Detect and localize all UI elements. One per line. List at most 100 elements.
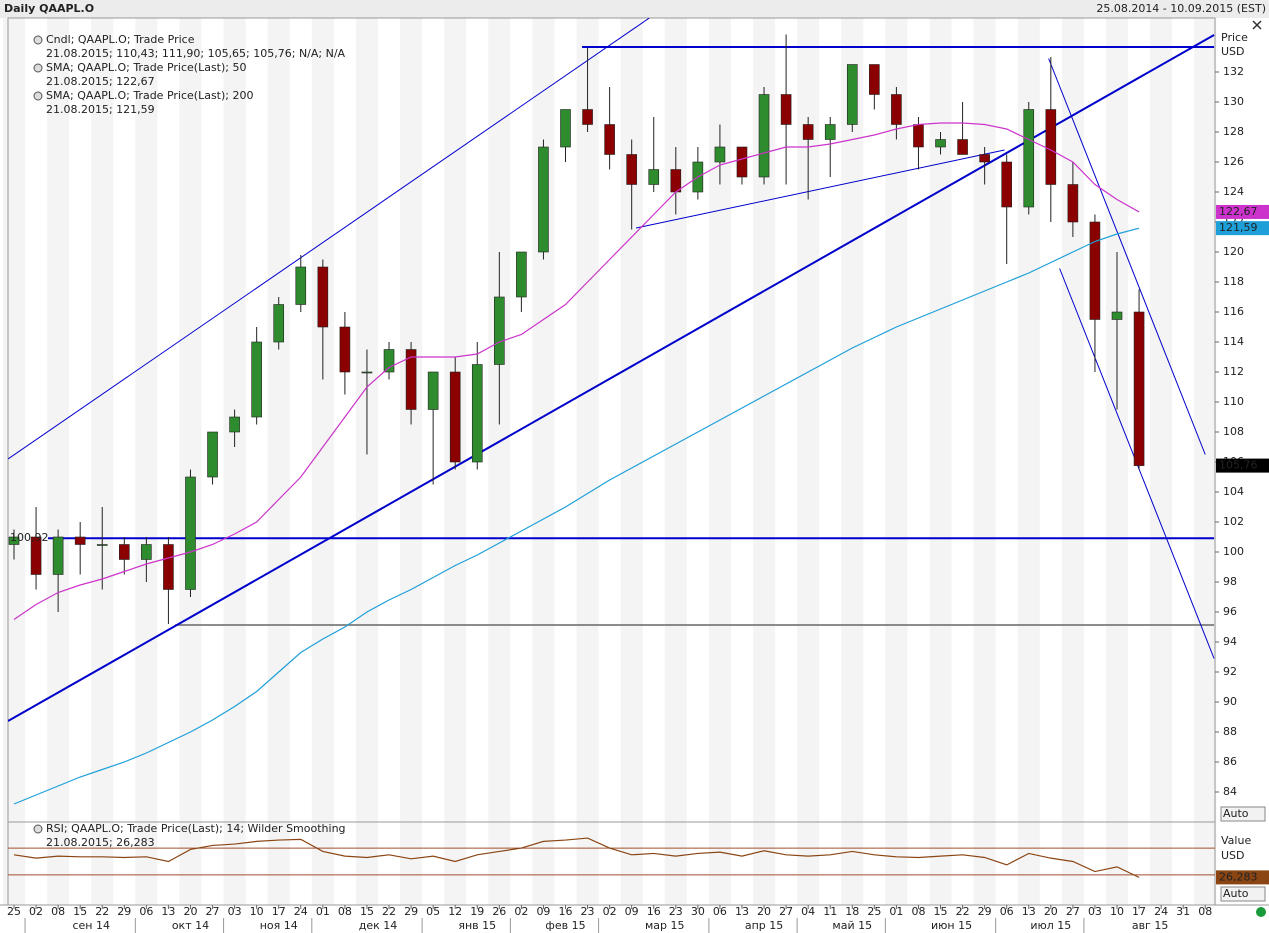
rsi-plot	[8, 837, 1215, 878]
title-bar	[0, 0, 1269, 18]
x-tick-label: 18	[845, 905, 859, 918]
month-label: июл 15	[1030, 919, 1071, 932]
price-plot	[8, 18, 1215, 805]
week-stripe	[929, 18, 952, 905]
x-tick-label: 01	[889, 905, 903, 918]
auto-button-label[interactable]: Auto	[1223, 807, 1249, 820]
candle-body	[317, 266, 329, 328]
month-label: фев 15	[545, 919, 585, 932]
week-stripe	[664, 18, 687, 905]
candle-body	[1045, 109, 1057, 185]
x-tick-label: 25	[867, 905, 881, 918]
candle-body	[295, 266, 307, 305]
x-tick-label: 29	[978, 905, 992, 918]
legend-icon	[33, 63, 43, 73]
month-label: янв 15	[458, 919, 496, 932]
candle-body	[339, 326, 351, 373]
close-icon	[1252, 20, 1262, 30]
x-tick-label: 19	[470, 905, 484, 918]
candle-body	[383, 349, 395, 373]
x-tick-label: 05	[426, 905, 440, 918]
rsi-axis-label: Value	[1221, 834, 1251, 847]
month-label: дек 14	[359, 919, 398, 932]
x-tick-label: 22	[956, 905, 970, 918]
x-tick-label: 04	[801, 905, 815, 918]
level-label: 100,92	[10, 531, 49, 544]
x-tick-label: 08	[1198, 905, 1212, 918]
last-value-label: 26,283	[1219, 870, 1258, 883]
week-stripe	[753, 18, 776, 905]
x-tick-label: 25	[7, 905, 21, 918]
last-value-label: 105,76	[1219, 459, 1258, 472]
candle-body	[538, 146, 549, 253]
x-tick-label: 02	[514, 905, 528, 918]
x-tick-label: 08	[338, 905, 352, 918]
x-tick-label: 11	[823, 905, 837, 918]
x-tick-label: 17	[272, 905, 286, 918]
status-dot	[1256, 907, 1266, 917]
legend-info: 21.08.2015; 121,59	[46, 103, 155, 116]
last-value-label: 122,67	[1219, 205, 1258, 218]
candle-body	[582, 109, 593, 125]
candle-body	[869, 64, 880, 95]
month-label: ноя 14	[260, 919, 298, 932]
y-tick-label: 98	[1223, 575, 1237, 588]
auto-button-label[interactable]: Auto	[1223, 887, 1249, 900]
week-stripe	[885, 18, 908, 905]
month-label: мар 15	[645, 919, 685, 932]
y-tick-label: 88	[1223, 725, 1237, 738]
candle-body	[957, 139, 968, 155]
week-stripe	[1194, 18, 1217, 905]
y-tick-label: 108	[1223, 425, 1244, 438]
candle-body	[8, 536, 20, 545]
week-stripe	[311, 18, 334, 905]
x-tick-label: 16	[559, 905, 573, 918]
candle-body	[1023, 109, 1035, 208]
y-tick-label: 102	[1223, 515, 1244, 528]
legend-icon	[33, 35, 43, 45]
week-stripe	[267, 18, 290, 905]
candle-body	[604, 124, 615, 155]
x-tick-label: 02	[29, 905, 43, 918]
week-stripe	[532, 18, 555, 905]
auto-button[interactable]	[1220, 806, 1266, 822]
y-tick-label: 118	[1223, 275, 1244, 288]
x-tick-label: 27	[779, 905, 793, 918]
candle-body	[405, 349, 417, 410]
candle-body	[52, 536, 64, 575]
week-stripe	[2, 18, 26, 905]
candle-body	[891, 94, 902, 125]
x-tick-label: 06	[1000, 905, 1014, 918]
month-label: апр 15	[745, 919, 783, 932]
x-tick-label: 29	[117, 905, 131, 918]
x-tick-label: 22	[95, 905, 109, 918]
y-tick-label: 92	[1223, 665, 1237, 678]
candle-body	[714, 146, 726, 163]
y-tick-label: 114	[1223, 335, 1244, 348]
candle-body	[780, 94, 792, 125]
auto-button[interactable]	[1220, 886, 1266, 902]
week-stripe	[1061, 18, 1084, 905]
y-tick-label: 126	[1223, 155, 1244, 168]
y-tick-label: 120	[1223, 245, 1244, 258]
x-tick-label: 23	[669, 905, 683, 918]
candle-body	[516, 251, 527, 298]
last-value-box	[1216, 204, 1269, 219]
week-stripe	[1150, 18, 1173, 905]
trend-line	[8, 34, 1215, 722]
sma-line	[13, 122, 1140, 620]
x-tick-label: 31	[1176, 905, 1190, 918]
y-tick-label: 94	[1223, 635, 1237, 648]
x-tick-label: 15	[73, 905, 87, 918]
week-stripe	[91, 18, 114, 905]
legend-name: SMA; QAAPL.O; Trade Price(Last); 50	[46, 61, 246, 74]
y-tick-label: 104	[1223, 485, 1244, 498]
trend-line	[1048, 58, 1206, 455]
legend-name: SMA; QAAPL.O; Trade Price(Last); 200	[46, 89, 253, 102]
x-tick-label: 08	[911, 905, 925, 918]
month-label: окт 14	[172, 919, 209, 932]
week-stripe	[973, 18, 996, 905]
y-tick-label: 132	[1223, 65, 1244, 78]
rsi-axis-unit: USD	[1221, 849, 1245, 862]
